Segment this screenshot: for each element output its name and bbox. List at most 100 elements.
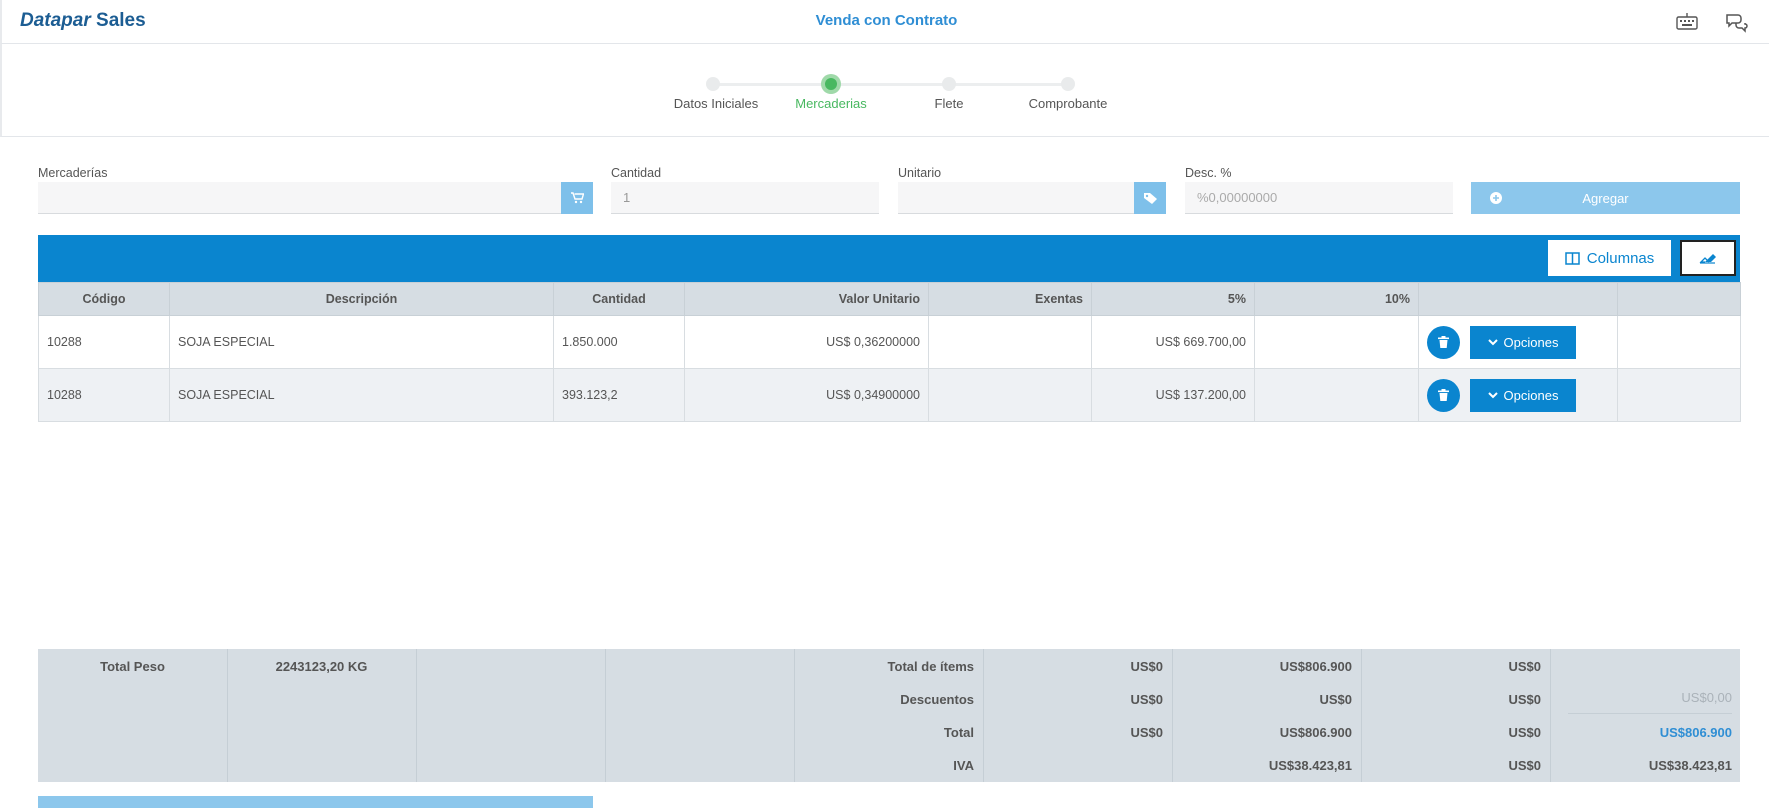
options-button-label: Opciones xyxy=(1503,387,1559,403)
brand-part2: Sales xyxy=(96,10,146,31)
cell-descripcion: SOJA ESPECIAL xyxy=(169,368,554,422)
cell-cinco: US$ 137.200,00 xyxy=(1091,368,1255,422)
step-label-mercaderias[interactable]: Mercaderias xyxy=(795,96,867,111)
keyboard-icon[interactable] xyxy=(1675,11,1699,33)
step-dot-flete[interactable] xyxy=(942,77,956,91)
mercaderias-input[interactable] xyxy=(38,182,561,214)
tag-icon xyxy=(1143,192,1157,204)
cell-diez xyxy=(1254,368,1419,422)
descuentos-c3: US$0 xyxy=(1508,692,1541,707)
col-valor-unitario[interactable]: Valor Unitario xyxy=(684,282,929,316)
total-peso-value: 2243123,20 KG xyxy=(275,659,368,674)
table-row: 10288 SOJA ESPECIAL 1.850.000 US$ 0,3620… xyxy=(38,315,1741,369)
cell-exentas xyxy=(928,368,1092,422)
cell-filler xyxy=(1617,368,1741,422)
cart-icon xyxy=(570,192,584,204)
plus-circle-icon xyxy=(1490,192,1502,204)
summary-divider xyxy=(794,649,795,782)
delete-row-button[interactable] xyxy=(1427,378,1460,412)
mercaderias-search-button[interactable] xyxy=(561,182,593,214)
col-cantidad[interactable]: Cantidad xyxy=(553,282,685,316)
step-label-flete[interactable]: Flete xyxy=(934,96,964,111)
total-c3: US$0 xyxy=(1508,725,1541,740)
cell-cinco: US$ 669.700,00 xyxy=(1091,315,1255,369)
options-button[interactable]: Opciones xyxy=(1470,325,1576,359)
wizard-stepper: Datos Iniciales Mercaderias Flete Compro… xyxy=(0,44,1769,137)
stepper-line xyxy=(713,83,1068,86)
summary-divider xyxy=(227,649,228,782)
total-grand: US$806.900 xyxy=(1659,725,1732,740)
col-actions xyxy=(1418,282,1618,316)
top-bar: Datapar Sales Venda con Contrato xyxy=(0,0,1769,44)
unitario-input[interactable] xyxy=(898,182,1134,214)
chat-icon[interactable] xyxy=(1724,11,1748,33)
page-title: Venda con Contrato xyxy=(815,12,958,29)
col-cinco[interactable]: 5% xyxy=(1091,282,1255,316)
step-dot-comprobante[interactable] xyxy=(1061,77,1075,91)
table-toolbar xyxy=(38,235,1740,282)
cell-actions: Opciones xyxy=(1418,315,1618,369)
summary-divider xyxy=(416,649,417,782)
desc-input[interactable]: %0,00000000 xyxy=(1185,182,1453,214)
cell-codigo: 10288 xyxy=(38,315,170,369)
summary-divider xyxy=(983,649,984,782)
iva-c2: US$38.423,81 xyxy=(1268,758,1352,773)
total-c2: US$806.900 xyxy=(1279,725,1352,740)
total-items-c1: US$0 xyxy=(1130,659,1163,674)
delete-row-button[interactable] xyxy=(1427,325,1460,359)
bottom-action-button[interactable] xyxy=(38,796,593,808)
cell-filler xyxy=(1617,315,1741,369)
desc-label: Desc. % xyxy=(1185,166,1232,180)
total-label: Total xyxy=(943,725,974,740)
descuentos-label: Descuentos xyxy=(900,692,974,707)
cantidad-label: Cantidad xyxy=(611,166,662,180)
unitario-price-button[interactable] xyxy=(1134,182,1166,214)
cantidad-input[interactable]: 1 xyxy=(611,182,879,214)
mercaderias-label: Mercaderías xyxy=(38,166,108,180)
chevron-down-icon xyxy=(1487,391,1498,398)
table-row: 10288 SOJA ESPECIAL 393.123,2 US$ 0,3490… xyxy=(38,368,1741,422)
step-dot-datos-iniciales[interactable] xyxy=(706,77,720,91)
cell-cantidad: 393.123,2 xyxy=(553,368,685,422)
summary-divider xyxy=(1172,649,1173,782)
app-logo[interactable]: Datapar Sales xyxy=(20,10,146,32)
iva-label: IVA xyxy=(953,758,974,773)
total-items-label: Total de ítems xyxy=(887,659,974,674)
cell-diez xyxy=(1254,315,1419,369)
unitario-label: Unitario xyxy=(898,166,942,180)
chevron-down-icon xyxy=(1487,338,1498,345)
col-filler xyxy=(1617,282,1741,316)
clear-button[interactable] xyxy=(1680,240,1736,276)
summary-divider xyxy=(605,649,606,782)
add-button[interactable]: Agregar xyxy=(1471,182,1740,214)
iva-total: US$38.423,81 xyxy=(1648,758,1732,773)
total-peso-label: Total Peso xyxy=(100,659,165,674)
options-button[interactable]: Opciones xyxy=(1470,378,1576,412)
col-descripcion[interactable]: Descripción xyxy=(169,282,554,316)
items-table: Código Descripción Cantidad Valor Unitar… xyxy=(38,282,1741,422)
brand-part1: Datapar xyxy=(20,10,91,31)
columns-button-label: Columnas xyxy=(1586,249,1655,267)
step-label-comprobante[interactable]: Comprobante xyxy=(1028,96,1108,111)
descuentos-total-input[interactable]: US$0,00 xyxy=(1568,690,1732,714)
total-items-c3: US$0 xyxy=(1508,659,1541,674)
cell-codigo: 10288 xyxy=(38,368,170,422)
summary-divider xyxy=(1550,649,1551,782)
col-exentas[interactable]: Exentas xyxy=(928,282,1092,316)
trash-icon xyxy=(1438,388,1449,401)
columns-button[interactable]: Columnas xyxy=(1548,240,1671,276)
step-label-datos-iniciales[interactable]: Datos Iniciales xyxy=(673,96,759,111)
cell-actions: Opciones xyxy=(1418,368,1618,422)
eraser-icon xyxy=(1699,254,1716,264)
columns-icon xyxy=(1564,251,1580,265)
col-diez[interactable]: 10% xyxy=(1254,282,1419,316)
step-dot-mercaderias[interactable] xyxy=(821,74,841,94)
summary-divider xyxy=(1361,649,1362,782)
cell-descripcion: SOJA ESPECIAL xyxy=(169,315,554,369)
table-header-row: Código Descripción Cantidad Valor Unitar… xyxy=(38,282,1741,316)
iva-c3: US$0 xyxy=(1508,758,1541,773)
cell-valor-unitario: US$ 0,36200000 xyxy=(684,315,929,369)
col-codigo[interactable]: Código xyxy=(38,282,170,316)
total-items-c2: US$806.900 xyxy=(1279,659,1352,674)
totals-summary: Total Peso 2243123,20 KG Total de ítems … xyxy=(38,649,1740,782)
